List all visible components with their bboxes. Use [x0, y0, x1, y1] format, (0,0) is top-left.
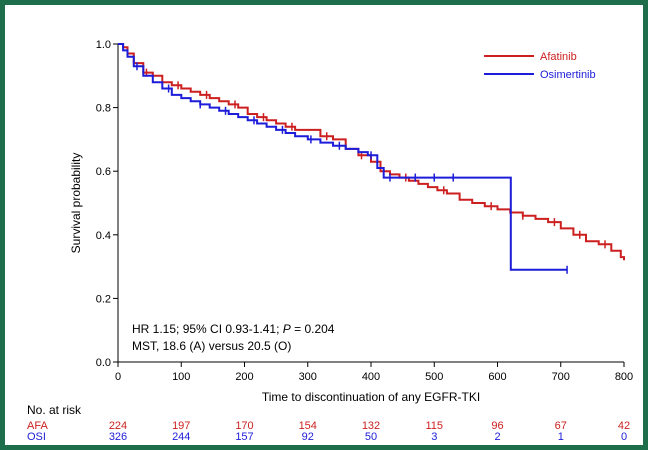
risk-value: 224 [109, 420, 127, 432]
hr-prefix: HR 1.15; 95% CI 0.93-1.41; [132, 322, 283, 336]
hr-p: P [283, 322, 291, 336]
risk-value: 42 [618, 420, 630, 432]
risk-value: 244 [172, 431, 190, 443]
y-tick-label: 0.6 [96, 166, 111, 178]
risk-value: 67 [555, 420, 567, 432]
x-tick-label: 600 [488, 371, 506, 383]
x-ticks: 0 100 200 300 400 500 600 700 800 [115, 362, 633, 383]
risk-value: 3 [431, 431, 437, 443]
risk-value: 50 [365, 431, 377, 443]
risk-value: 326 [109, 431, 127, 443]
survival-curve-osimertinib [118, 43, 568, 271]
y-tick-label: 1.0 [96, 39, 111, 51]
x-tick-label: 500 [425, 371, 443, 383]
risk-value: 197 [172, 420, 190, 432]
hr-suffix: = 0.204 [291, 322, 335, 336]
risk-value: 2 [494, 431, 500, 443]
risk-row-label-afa: AFA [27, 420, 48, 432]
x-tick-label: 700 [552, 371, 570, 383]
risk-table-title: No. at risk [27, 403, 82, 417]
legend-label-afatinib: Afatinib [540, 51, 577, 63]
risk-value: 92 [302, 431, 314, 443]
x-tick-label: 800 [615, 371, 633, 383]
x-tick-label: 0 [115, 371, 121, 383]
y-tick-label: 0.8 [96, 103, 111, 115]
legend-label-osimertinib: Osimertinib [540, 69, 596, 81]
risk-value: 157 [235, 431, 253, 443]
risk-value: 115 [425, 420, 443, 432]
x-tick-label: 100 [172, 371, 190, 383]
legend: Afatinib Osimertinib [484, 51, 596, 81]
y-tick-label: 0.4 [96, 230, 111, 242]
y-axis-label: Survival probability [69, 153, 83, 254]
y-ticks: 0.0 0.2 0.4 0.6 0.8 1.0 [96, 39, 118, 369]
risk-value: 170 [235, 420, 253, 432]
risk-value: 154 [299, 420, 317, 432]
x-tick-label: 200 [235, 371, 253, 383]
x-tick-label: 300 [299, 371, 317, 383]
risk-value: 0 [621, 431, 627, 443]
x-axis-label: Time to discontinuation of any EGFR-TKI [262, 390, 480, 404]
risk-value: 1 [558, 431, 564, 443]
risk-row-label-osi: OSI [27, 431, 46, 443]
x-tick-label: 400 [362, 371, 380, 383]
hazard-ratio-annotation: HR 1.15; 95% CI 0.93-1.41; P = 0.204 [132, 322, 335, 336]
y-tick-label: 0.2 [96, 293, 111, 305]
mst-annotation: MST, 18.6 (A) versus 20.5 (O) [132, 339, 291, 353]
series-layer [118, 43, 625, 274]
risk-value: 132 [362, 420, 380, 432]
y-tick-label: 0.0 [96, 357, 111, 369]
risk-value: 96 [491, 420, 503, 432]
